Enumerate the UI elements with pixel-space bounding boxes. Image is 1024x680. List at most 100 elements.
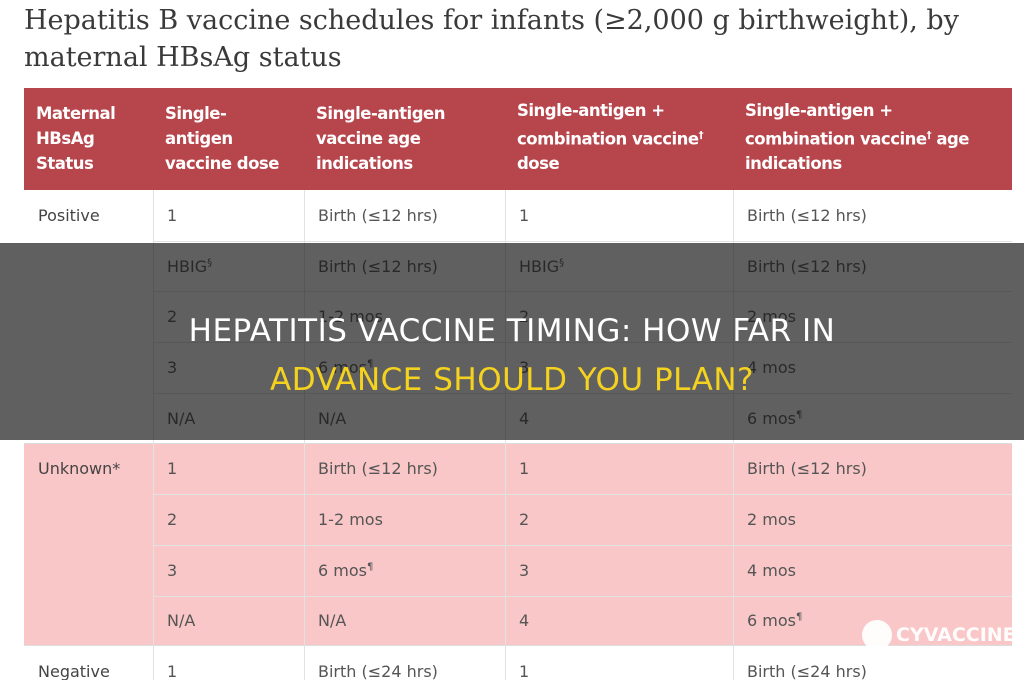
text: Single-antigen + combination vaccine <box>517 100 699 149</box>
table-cell: 1 <box>153 646 304 680</box>
column-header: Single-antigen vaccine age indications <box>304 88 505 190</box>
cell-text: 6 mos¶ <box>747 611 802 630</box>
status-cell: Negative <box>38 662 110 680</box>
header-row <box>24 88 1012 190</box>
cell-text: 4 mos <box>747 561 796 580</box>
group-background <box>24 646 1012 680</box>
cell-text: Single-antigen + combination vaccine† ag… <box>745 98 1000 177</box>
text: 2 <box>167 510 178 530</box>
table-cell: 2 <box>153 494 304 545</box>
text: Birth (≤24 hrs) <box>318 662 438 680</box>
text: Birth (≤24 hrs) <box>747 662 867 680</box>
cell-text: Single-antigen vaccine dose <box>165 101 292 176</box>
text: 1 <box>519 459 530 479</box>
banner-line: HEPATITIS VACCINE TIMING: HOW FAR IN <box>188 313 836 349</box>
page-title: Hepatitis B vaccine schedules for infant… <box>24 5 959 73</box>
text: Birth (≤12 hrs) <box>747 205 867 225</box>
table-cell: 2 <box>505 494 733 545</box>
text: Birth (≤12 hrs) <box>747 459 867 479</box>
column-divider <box>505 646 506 680</box>
status-cell: Positive <box>38 205 100 225</box>
cell-text: 1 <box>167 459 177 478</box>
text: Birth (≤12 hrs) <box>318 205 438 225</box>
cell-text: N/A <box>167 611 195 630</box>
table-cell: 1 <box>153 444 304 495</box>
text: Single-antigen vaccine age indications <box>316 104 445 173</box>
cell-text: 1 <box>167 206 177 225</box>
cell-text: Single-antigen + combination vaccine† do… <box>517 98 721 177</box>
table-cell: 6 mos¶ <box>733 596 1012 647</box>
table-cell: 3 <box>153 545 304 596</box>
cell-text: Maternal HBsAg Status <box>36 101 141 176</box>
cell-text: 1 <box>519 662 529 680</box>
watermark: CYVACCINE <box>862 620 1016 650</box>
column-header: Single-antigen + combination vaccine† do… <box>505 88 733 190</box>
text: Single-antigen + combination vaccine <box>745 100 927 149</box>
row-divider <box>153 544 1012 546</box>
table-cell: Birth (≤24 hrs) <box>304 646 505 680</box>
table-cell: Birth (≤12 hrs) <box>304 444 505 495</box>
cell-text: Birth (≤12 hrs) <box>318 206 438 225</box>
text: Single-antigen vaccine dose <box>165 104 279 173</box>
cell-text: 2 <box>167 510 177 529</box>
text: 1 <box>167 205 178 225</box>
footnote-mark: ¶ <box>795 612 803 624</box>
cell-text: Single-antigen vaccine age indications <box>316 101 493 176</box>
column-header: Maternal HBsAg Status <box>24 88 153 190</box>
table-cell: 2 mos <box>733 494 1012 545</box>
row-divider <box>153 595 1012 597</box>
text: 1-2 mos <box>318 510 383 530</box>
table-cell: N/A <box>304 596 505 647</box>
table-cell: 1-2 mos <box>304 494 505 545</box>
text: 3 <box>519 560 530 580</box>
banner: HEPATITIS VACCINE TIMING: HOW FAR IN ADV… <box>0 243 1024 440</box>
cell-text: 4 <box>519 611 529 630</box>
text: N/A <box>167 611 196 631</box>
text: age indications <box>745 129 969 173</box>
cell-text: 1 <box>519 206 529 225</box>
table-cell: 1 <box>505 444 733 495</box>
table-cell: Birth (≤12 hrs) <box>304 190 505 241</box>
table-cell: N/A <box>153 596 304 647</box>
column-divider <box>304 646 305 680</box>
cell-text: Birth (≤24 hrs) <box>747 662 867 680</box>
footnote-mark: † <box>698 129 704 141</box>
cell-text: N/A <box>318 611 346 630</box>
cell-text: 6 mos¶ <box>318 561 373 580</box>
cell-text: 3 <box>167 561 177 580</box>
text: Birth (≤12 hrs) <box>318 459 438 479</box>
text: 1 <box>167 459 178 479</box>
text: N/A <box>318 611 347 631</box>
text: 3 <box>167 560 178 580</box>
text: 6 mos <box>318 560 367 580</box>
table-cell: 1 <box>505 646 733 680</box>
text: 1 <box>519 662 530 680</box>
text: 1 <box>519 205 530 225</box>
text: 2 mos <box>747 510 796 530</box>
cell-text: Birth (≤12 hrs) <box>747 459 867 478</box>
footnote-mark: † <box>926 129 932 141</box>
cell-text: 2 <box>519 510 529 529</box>
table-cell: 1 <box>505 190 733 241</box>
banner-line: ADVANCE SHOULD YOU PLAN? <box>269 362 755 398</box>
text: 4 mos <box>747 560 796 580</box>
table-cell: Birth (≤12 hrs) <box>733 190 1012 241</box>
cell-text: 1 <box>167 662 177 680</box>
text: dose <box>517 154 560 173</box>
cell-text: 1 <box>519 459 529 478</box>
text: 6 mos <box>747 611 796 631</box>
cell-text: 3 <box>519 561 529 580</box>
watermark-text: CYVACCINE <box>896 624 1016 646</box>
text: 2 <box>519 510 530 530</box>
text: Maternal HBsAg Status <box>36 104 116 173</box>
row-divider <box>153 240 1012 242</box>
cell-text: Birth (≤12 hrs) <box>747 206 867 225</box>
text: 1 <box>167 662 178 680</box>
row-divider <box>153 494 1012 496</box>
watermark-logo <box>862 620 892 650</box>
column-header: Single-antigen + combination vaccine† ag… <box>733 88 1012 190</box>
table-cell: Birth (≤24 hrs) <box>733 646 1012 680</box>
table-cell: 4 mos <box>733 545 1012 596</box>
cell-text: 2 mos <box>747 510 796 529</box>
cell-text: Birth (≤12 hrs) <box>318 459 438 478</box>
